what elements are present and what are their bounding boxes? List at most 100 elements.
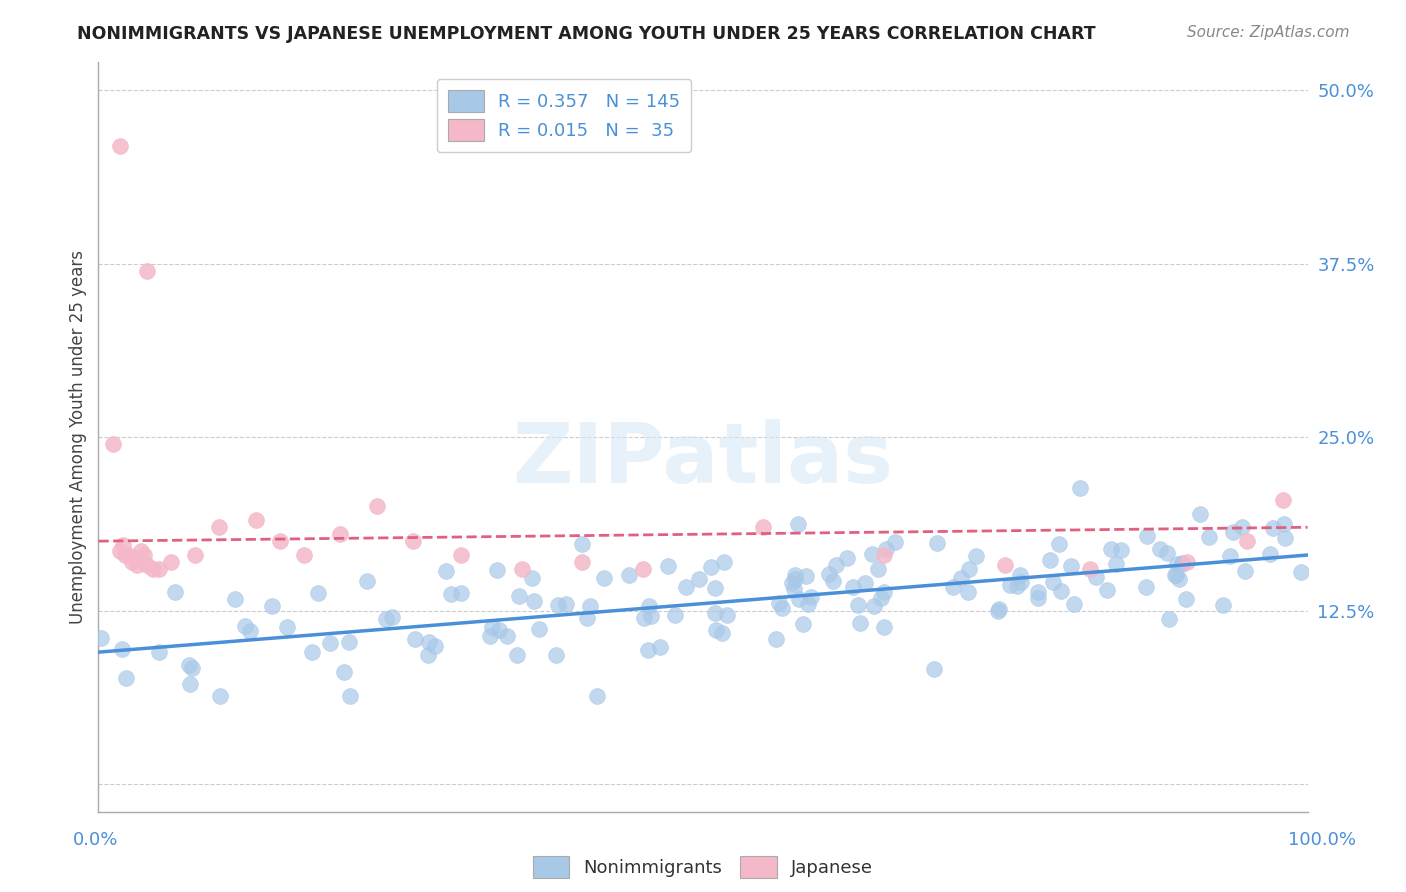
Point <box>849 615 872 630</box>
Point <box>783 582 806 596</box>
Point <box>301 645 323 659</box>
Point <box>794 569 817 583</box>
Point <box>366 500 388 514</box>
Point <box>800 590 823 604</box>
Point <box>873 620 896 634</box>
Point <box>134 548 156 562</box>
Point <box>1230 520 1253 534</box>
Point <box>101 437 124 451</box>
Point <box>439 587 461 601</box>
Point <box>1039 552 1062 566</box>
Point <box>508 590 530 604</box>
Point <box>593 571 616 585</box>
Point <box>631 562 654 576</box>
Point <box>1135 580 1157 594</box>
Y-axis label: Unemployment Among Youth under 25 years: Unemployment Among Youth under 25 years <box>69 250 87 624</box>
Point <box>703 606 725 620</box>
Point <box>1166 557 1188 571</box>
Point <box>571 537 593 551</box>
Point <box>329 527 352 541</box>
Point <box>434 565 457 579</box>
Point <box>425 639 447 653</box>
Point <box>1047 537 1070 551</box>
Point <box>765 632 787 646</box>
Point <box>1222 525 1244 540</box>
Text: 0.0%: 0.0% <box>73 830 118 848</box>
Point <box>111 642 134 657</box>
Point <box>633 611 655 625</box>
Point <box>450 548 472 562</box>
Point <box>523 593 546 607</box>
Point <box>1211 598 1233 612</box>
Point <box>1060 559 1083 574</box>
Point <box>90 631 112 645</box>
Point <box>863 599 886 613</box>
Point <box>510 562 533 576</box>
Point <box>818 566 841 581</box>
Point <box>1175 555 1198 569</box>
Point <box>1149 541 1171 556</box>
Point <box>768 596 790 610</box>
Point <box>337 635 360 649</box>
Point <box>950 571 973 585</box>
Point <box>1260 547 1282 561</box>
Point <box>1236 534 1258 549</box>
Point <box>1063 597 1085 611</box>
Point <box>488 623 510 637</box>
Point <box>339 689 361 703</box>
Point <box>648 640 671 654</box>
Text: 100.0%: 100.0% <box>1288 830 1355 848</box>
Text: ZIPatlas: ZIPatlas <box>513 419 893 500</box>
Point <box>544 648 567 662</box>
Point <box>796 597 818 611</box>
Point <box>381 609 404 624</box>
Point <box>108 138 131 153</box>
Point <box>1164 567 1187 582</box>
Point <box>148 562 170 576</box>
Point <box>1069 481 1091 495</box>
Point <box>239 624 262 638</box>
Point <box>860 547 883 561</box>
Point <box>688 573 710 587</box>
Point <box>179 676 201 690</box>
Point <box>1008 568 1031 582</box>
Point <box>1171 558 1194 572</box>
Point <box>1005 579 1028 593</box>
Point <box>785 568 807 582</box>
Point <box>506 648 529 662</box>
Point <box>292 548 315 562</box>
Point <box>866 562 889 576</box>
Point <box>579 599 602 614</box>
Point <box>922 662 945 676</box>
Point <box>233 619 256 633</box>
Point <box>957 585 980 599</box>
Point <box>637 643 659 657</box>
Point <box>638 599 661 614</box>
Point <box>184 548 207 562</box>
Point <box>787 517 810 532</box>
Point <box>245 513 267 527</box>
Point <box>418 635 440 649</box>
Point <box>114 672 136 686</box>
Point <box>135 263 157 277</box>
Point <box>965 549 987 563</box>
Point <box>713 555 735 569</box>
Point <box>486 563 509 577</box>
Point <box>1272 492 1295 507</box>
Point <box>770 600 793 615</box>
Point <box>792 617 814 632</box>
Point <box>307 586 329 600</box>
Point <box>821 574 844 588</box>
Point <box>780 575 803 590</box>
Point <box>208 520 231 534</box>
Point <box>1050 584 1073 599</box>
Point <box>224 592 246 607</box>
Point <box>269 534 291 549</box>
Point <box>177 657 200 672</box>
Point <box>404 632 426 646</box>
Point <box>835 550 858 565</box>
Point <box>496 629 519 643</box>
Point <box>319 636 342 650</box>
Point <box>1084 570 1107 584</box>
Legend: Nonimmigrants, Japanese: Nonimmigrants, Japanese <box>526 848 880 885</box>
